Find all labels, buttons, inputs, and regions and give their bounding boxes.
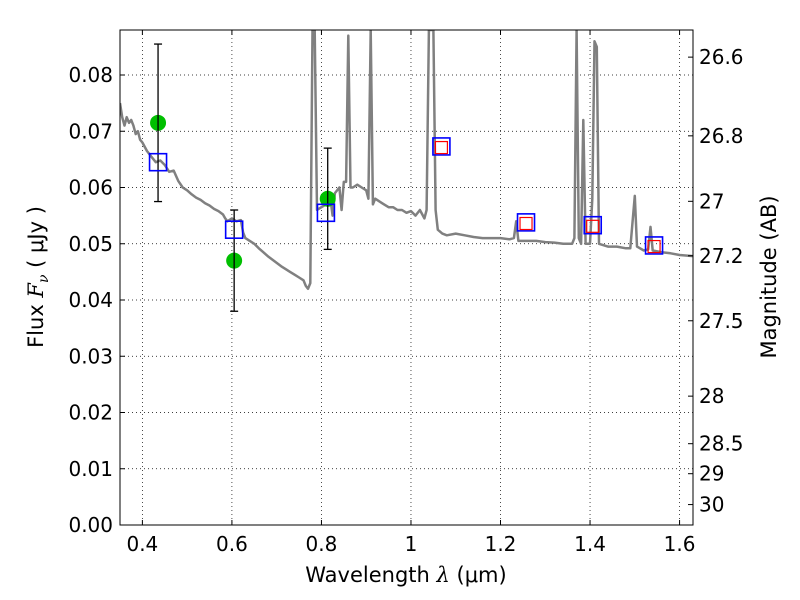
x-tick-label: 0.4 <box>126 532 158 556</box>
y-tick-label: 0.02 <box>68 401 113 425</box>
y2-tick-label: 27.5 <box>699 309 744 333</box>
x-tick-label: 1 <box>405 532 418 556</box>
y-tick-label: 0.03 <box>68 344 113 368</box>
y-tick-label: 0.04 <box>68 288 113 312</box>
y2-tick-label: 27.2 <box>699 244 744 268</box>
model-flux-square <box>432 137 451 156</box>
model-flux-square <box>516 213 536 232</box>
y2-tick-label: 28.5 <box>699 432 744 456</box>
y-tick-label: 0.06 <box>68 176 113 200</box>
y2-tick-label: 26.8 <box>699 124 744 148</box>
plot-area <box>120 30 693 312</box>
x-tick-label: 0.8 <box>306 532 338 556</box>
upper-limit-square <box>647 239 661 254</box>
x-tick-label: 0.6 <box>216 532 248 556</box>
y2-axis-label: Magnitude (AB) <box>757 195 781 358</box>
x-tick-label: 1.2 <box>485 532 517 556</box>
y2-tick-label: 30 <box>699 493 724 517</box>
y-tick-label: 0.08 <box>68 63 113 87</box>
axes: 0.4 0.6 0.8 1 1.2 1.4 1.6 0.00 0.01 0.02 0.03 0.04 0… <box>68 30 744 556</box>
model-flux-square <box>644 236 664 255</box>
y2-tick-label: 27 <box>699 189 724 213</box>
y2-tick-label: 28 <box>699 384 724 408</box>
y2-tick-label: 26.6 <box>699 45 744 69</box>
y-tick-label: 0.01 <box>68 457 113 481</box>
x-tick-label: 1.4 <box>574 532 606 556</box>
upper-limit-square <box>586 219 600 233</box>
upper-limit-square <box>519 216 533 231</box>
y-tick-label: 0.05 <box>68 232 113 256</box>
grid <box>120 30 693 526</box>
y-tick-label: 0.00 <box>68 513 113 537</box>
x-axis-label: Wavelength λ (μm) <box>305 563 506 587</box>
y-tick-label: 0.07 <box>68 119 113 143</box>
model-flux-square <box>583 215 603 235</box>
spectrum-line <box>120 30 693 291</box>
y2-tick-label: 29 <box>699 462 724 486</box>
model-flux-square <box>316 203 336 223</box>
model-flux-square <box>148 152 168 172</box>
model-flux-square <box>224 220 244 239</box>
y-axis-label: Flux Fν ( μJy ) <box>24 206 52 348</box>
x-tick-label: 1.6 <box>664 532 696 556</box>
upper-limit-square <box>434 140 449 155</box>
plot-frame <box>119 29 694 526</box>
